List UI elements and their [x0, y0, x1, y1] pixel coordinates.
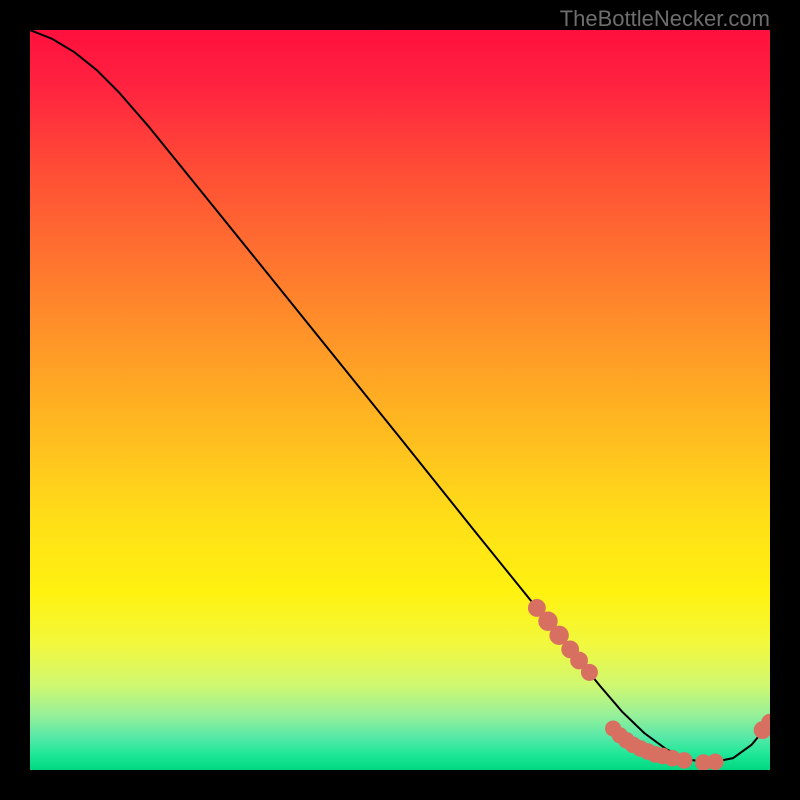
curve-marker	[553, 629, 565, 641]
curve-marker	[542, 615, 554, 627]
curve-marker	[699, 758, 708, 767]
curve-marker	[711, 757, 720, 766]
curve-marker	[765, 717, 770, 727]
curve-marker	[680, 756, 689, 765]
chart-plot-area	[30, 30, 770, 770]
curve-marker	[532, 603, 542, 613]
chart-overlay	[30, 30, 770, 770]
curve-markers	[532, 603, 770, 767]
curve-marker	[565, 644, 575, 654]
curve-marker	[585, 668, 595, 678]
watermark-text: TheBottleNecker.com	[560, 6, 770, 32]
bottleneck-curve	[30, 30, 770, 763]
curve-marker	[668, 754, 677, 763]
curve-marker	[574, 655, 584, 665]
